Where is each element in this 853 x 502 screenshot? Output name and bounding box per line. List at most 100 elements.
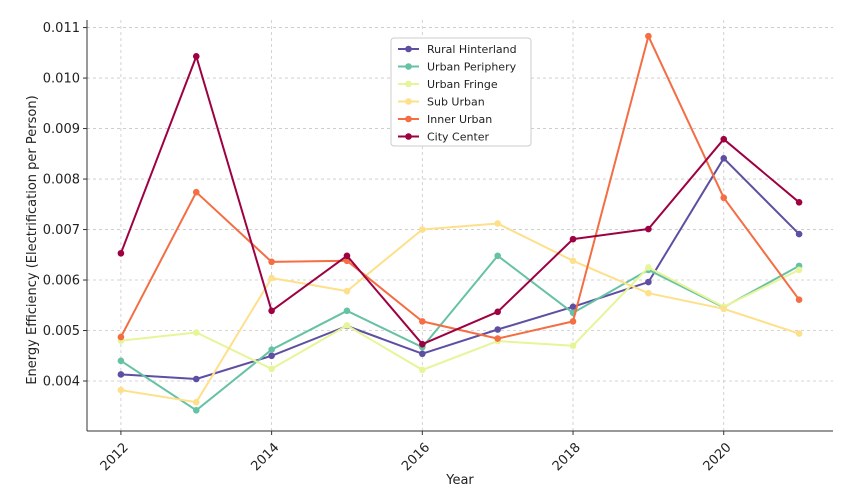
data-point — [117, 249, 125, 257]
data-point — [569, 318, 577, 325]
data-point — [268, 365, 275, 373]
x-axis-title: Year — [445, 473, 474, 488]
y-tick-label: 0.004 — [43, 375, 80, 390]
y-tick-label: 0.007 — [43, 223, 80, 238]
data-point — [192, 188, 200, 196]
data-point — [795, 330, 803, 337]
series-line — [119, 55, 800, 346]
data-point — [645, 225, 652, 233]
data-point — [117, 333, 125, 341]
data-point — [268, 307, 275, 315]
data-point — [494, 308, 501, 316]
data-point — [720, 135, 728, 143]
data-point — [192, 375, 200, 383]
data-point — [343, 322, 351, 329]
legend-swatch-marker — [405, 80, 412, 88]
data-point — [117, 357, 125, 365]
legend-item: Rural Hinterland — [398, 43, 517, 56]
data-point — [117, 386, 125, 394]
legend-swatch-marker — [405, 133, 412, 140]
series-line — [120, 266, 800, 371]
legend-label: Urban Fringe — [427, 78, 498, 91]
x-tick-label: 2020 — [701, 440, 735, 474]
series-line — [120, 222, 800, 404]
data-point — [343, 252, 351, 260]
data-point — [419, 366, 426, 374]
data-point — [569, 303, 577, 311]
data-point — [795, 198, 803, 206]
data-point — [645, 278, 652, 286]
data-point — [192, 398, 200, 406]
legend: Rural Hinterland Urban Periphery Urban Fri… — [390, 37, 532, 147]
series-4 — [117, 32, 803, 342]
y-tick-label: 0.006 — [43, 274, 80, 289]
series-3 — [117, 220, 803, 406]
x-tick-label: 2018 — [550, 440, 584, 474]
y-tick-label: 0.009 — [43, 122, 80, 137]
legend-item: Inner Urban — [398, 113, 492, 126]
data-point — [494, 326, 501, 333]
data-point — [419, 318, 426, 325]
data-point — [419, 226, 426, 233]
series-0 — [117, 155, 803, 383]
legend-item: Sub Urban — [398, 96, 485, 109]
legend-box — [390, 37, 532, 147]
series-2 — [117, 264, 803, 374]
data-point — [645, 289, 652, 297]
y-axis-title: Energy Efficiency (Electrification per P… — [25, 95, 40, 384]
data-point — [419, 350, 426, 358]
data-point — [494, 335, 501, 342]
legend-label: Sub Urban — [427, 96, 485, 109]
y-tick-label: 0.011 — [43, 21, 80, 36]
series-line — [120, 35, 800, 340]
data-point — [494, 220, 501, 227]
y-tick-label: 0.010 — [43, 72, 80, 87]
legend-item: City Center — [398, 131, 490, 144]
data-point — [569, 342, 577, 349]
y-tick-label: 0.008 — [43, 173, 80, 188]
data-point — [419, 340, 426, 348]
legend-label: Inner Urban — [427, 113, 492, 126]
data-point — [645, 32, 652, 40]
x-tick-label: 2016 — [399, 440, 433, 474]
data-point — [720, 305, 728, 313]
series-line — [120, 254, 800, 412]
data-point — [720, 194, 728, 202]
series — [117, 32, 803, 414]
data-point — [569, 257, 577, 265]
legend-item: Urban Periphery — [398, 61, 517, 74]
data-point — [192, 53, 200, 60]
data-point — [720, 155, 728, 162]
series-1 — [117, 252, 803, 414]
data-point — [192, 329, 200, 336]
series-line — [120, 157, 800, 380]
x-tick-label: 2012 — [98, 440, 132, 474]
data-point — [795, 230, 803, 238]
data-point — [494, 252, 501, 260]
legend-label: Rural Hinterland — [427, 43, 517, 56]
data-point — [117, 371, 125, 378]
legend-label: Urban Periphery — [427, 61, 517, 74]
data-point — [569, 235, 577, 243]
data-point — [343, 307, 351, 315]
data-point — [795, 266, 803, 274]
x-tick-label: 2014 — [248, 440, 282, 474]
data-point — [343, 287, 351, 295]
data-point — [268, 258, 275, 266]
legend-label: City Center — [427, 131, 490, 144]
y-tick-label: 0.005 — [43, 324, 80, 339]
legend-item: Urban Fringe — [398, 78, 498, 91]
data-point — [645, 264, 652, 271]
data-point — [268, 352, 275, 360]
data-point — [795, 296, 803, 304]
series-5 — [117, 53, 803, 348]
axes — [86, 20, 833, 432]
legend-swatch-marker — [405, 63, 412, 70]
data-point — [268, 274, 275, 282]
tick-labels: 0.004 0.005 0.006 0.007 0.008 0.009 0.010 0.011… — [43, 21, 735, 474]
legend-swatch-marker — [405, 115, 412, 123]
legend-swatch-marker — [405, 98, 412, 105]
data-point — [268, 346, 275, 354]
data-point — [192, 406, 200, 414]
